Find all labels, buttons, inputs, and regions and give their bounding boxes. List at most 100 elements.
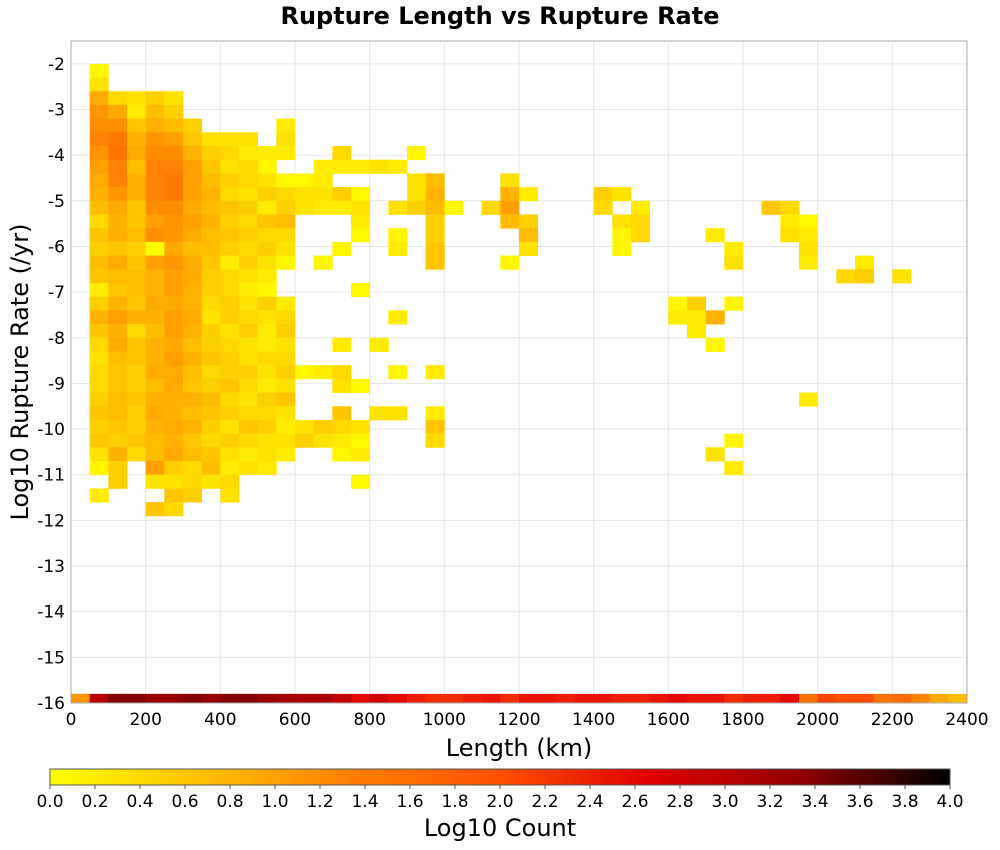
colorbar-tick-label: 0.6	[171, 792, 198, 812]
colorbar-tick-label: 3.4	[801, 792, 828, 812]
heatmap-cell	[127, 146, 147, 161]
heatmap-cell	[295, 200, 315, 215]
heatmap-cell	[145, 433, 165, 448]
heatmap-cell	[351, 159, 371, 174]
heatmap-cell	[201, 146, 221, 161]
heatmap-cell	[276, 378, 296, 393]
heatmap-cell	[164, 91, 184, 106]
y-tick-label: -5	[48, 192, 65, 212]
heatmap-cell	[127, 214, 147, 229]
heatmap-cell	[220, 296, 240, 311]
heatmap-cell	[164, 255, 184, 270]
heatmap-cell	[257, 392, 277, 407]
heatmap-cell	[799, 214, 819, 229]
heatmap-cell	[89, 132, 109, 147]
heatmap-cell	[332, 200, 352, 215]
heatmap-cell	[388, 228, 408, 243]
heatmap-cell	[108, 269, 128, 284]
heatmap-cell	[257, 241, 277, 256]
heatmap-cell	[892, 269, 912, 284]
heatmap-cell	[183, 282, 203, 298]
heatmap-cell	[220, 433, 240, 448]
heatmap-cell-bottom-row	[183, 693, 203, 703]
heatmap-cell	[89, 228, 109, 243]
heatmap-cell	[799, 255, 819, 270]
heatmap-cell-bottom-row	[631, 693, 651, 703]
heatmap-cell	[351, 214, 371, 229]
heatmap-cell	[89, 406, 109, 421]
heatmap-cell	[239, 282, 259, 298]
heatmap-cell-bottom-row	[593, 693, 613, 703]
heatmap-cell	[89, 255, 109, 270]
x-tick-label: 1000	[423, 710, 466, 730]
heatmap-cell	[127, 310, 147, 325]
y-tick-label: -7	[48, 283, 65, 303]
heatmap-cell	[425, 433, 445, 448]
heatmap-cell	[369, 406, 389, 421]
heatmap-cell	[127, 104, 147, 120]
heatmap-cell	[183, 447, 203, 462]
heatmap-cell	[145, 337, 165, 352]
y-tick-label: -13	[37, 557, 65, 577]
heatmap-cell	[687, 310, 707, 325]
x-tick-label: 0	[66, 710, 77, 730]
heatmap-cell	[183, 269, 203, 284]
heatmap-cell	[145, 241, 165, 256]
heatmap-cell-bottom-row	[799, 693, 819, 703]
heatmap-cell	[239, 146, 259, 161]
heatmap-cell	[257, 378, 277, 393]
heatmap-cell	[108, 146, 128, 161]
heatmap-cell	[724, 461, 744, 476]
heatmap-cell	[127, 269, 147, 284]
heatmap-cell	[201, 282, 221, 298]
heatmap-cell	[313, 187, 333, 202]
heatmap-cell-bottom-row	[649, 693, 669, 703]
heatmap-cell	[108, 296, 128, 311]
heatmap-cell	[500, 255, 520, 270]
heatmap-cell	[332, 406, 352, 421]
heatmap-cell	[145, 146, 165, 161]
heatmap-cell	[183, 241, 203, 256]
heatmap-cell	[89, 447, 109, 462]
heatmap-cell	[239, 159, 259, 174]
heatmap-cell	[89, 488, 109, 503]
colorbar-tick-label: 3.0	[711, 792, 738, 812]
heatmap-cell	[239, 310, 259, 325]
heatmap-cell	[220, 241, 240, 256]
heatmap-cell	[127, 419, 147, 435]
heatmap-cell	[239, 419, 259, 435]
heatmap-cell	[855, 255, 875, 270]
heatmap-cell	[351, 447, 371, 462]
heatmap-cell	[164, 351, 184, 366]
heatmap-cell	[257, 187, 277, 202]
heatmap-cell	[183, 187, 203, 202]
heatmap-cell	[127, 337, 147, 352]
colorbar-tick-label: 2.2	[531, 792, 558, 812]
heatmap-cell-bottom-row	[668, 693, 688, 703]
heatmap-cell	[407, 200, 427, 215]
heatmap-cell	[145, 474, 165, 489]
heatmap-cell	[108, 378, 128, 393]
heatmap-cell	[108, 132, 128, 147]
heatmap-cell	[201, 159, 221, 174]
heatmap-cell	[276, 433, 296, 448]
heatmap-cell	[183, 118, 203, 133]
heatmap-cell	[425, 187, 445, 202]
heatmap-cell	[164, 132, 184, 147]
heatmap-cell	[145, 461, 165, 476]
heatmap-cell	[388, 406, 408, 421]
heatmap-cell	[145, 173, 165, 188]
heatmap-cell	[108, 365, 128, 380]
colorbar-tick-label: 2.4	[576, 792, 603, 812]
y-tick-label: -2	[48, 55, 65, 75]
heatmap-cell	[164, 214, 184, 229]
heatmap-cell	[108, 214, 128, 229]
heatmap-cell	[127, 159, 147, 174]
heatmap-cell	[276, 255, 296, 270]
heatmap-cell	[799, 392, 819, 407]
heatmap-cell	[239, 447, 259, 462]
heatmap-cell	[612, 241, 632, 256]
heatmap-cell	[799, 228, 819, 243]
heatmap-cell	[145, 296, 165, 311]
heatmap-cell	[388, 200, 408, 215]
